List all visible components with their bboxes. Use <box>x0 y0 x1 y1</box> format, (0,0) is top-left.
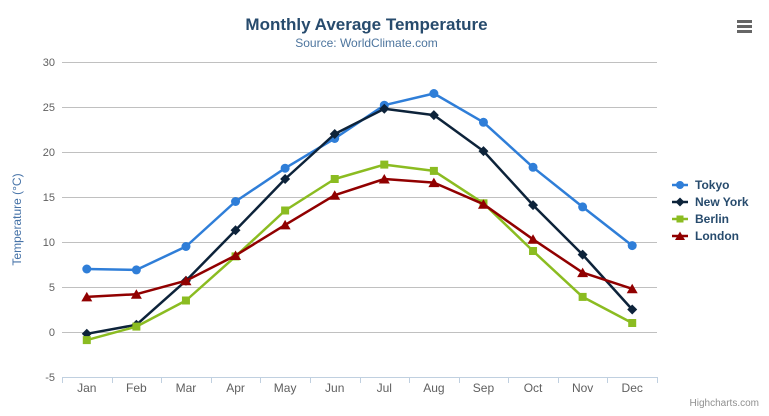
data-point-marker-tokyo[interactable] <box>131 265 141 275</box>
legend-item-berlin[interactable]: Berlin <box>671 210 749 227</box>
data-point-marker-new-york[interactable] <box>627 304 638 315</box>
data-point-marker-london[interactable] <box>477 199 489 209</box>
hamburger-icon <box>737 30 752 33</box>
data-point-marker-tokyo[interactable] <box>528 162 538 172</box>
y-axis-tick-label: 0 <box>49 327 55 339</box>
data-point-marker-berlin[interactable] <box>330 175 339 183</box>
data-point-marker-london[interactable] <box>378 174 390 184</box>
data-point-marker-london[interactable] <box>329 190 341 200</box>
data-point-marker-new-york[interactable] <box>379 103 390 114</box>
data-point-marker-london[interactable] <box>81 291 93 302</box>
data-point-marker-new-york[interactable] <box>478 146 489 157</box>
y-axis-tick-label: 15 <box>43 192 55 204</box>
data-point-marker-new-york[interactable] <box>280 174 291 184</box>
tokyo-legend-marker-icon <box>672 180 688 189</box>
x-axis-tick-label: May <box>274 381 297 395</box>
data-point-marker-new-york[interactable] <box>329 129 340 139</box>
series-line-new-york[interactable] <box>85 107 634 336</box>
chart-title: Monthly Average Temperature <box>245 15 488 34</box>
london-legend-marker-icon <box>672 231 688 240</box>
data-point-marker-tokyo[interactable] <box>478 117 488 127</box>
legend-item-tokyo[interactable]: Tokyo <box>671 176 749 193</box>
data-point-marker-london[interactable] <box>230 250 242 261</box>
data-point-marker-tokyo[interactable] <box>627 241 637 251</box>
x-axis-tick-label: Jan <box>77 381 96 395</box>
x-axis-tick-label: Dec <box>622 381 643 395</box>
legend: Tokyo New York Berlin London <box>671 176 749 244</box>
data-point-marker-london[interactable] <box>130 289 142 299</box>
london-legend-marker-shape[interactable] <box>675 231 685 240</box>
x-axis-tick-label: Feb <box>126 381 147 395</box>
x-axis-tick-label: Aug <box>423 381 444 395</box>
data-point-marker-berlin[interactable] <box>132 322 141 331</box>
data-point-marker-new-york[interactable] <box>528 200 539 211</box>
data-point-marker-tokyo[interactable] <box>578 202 588 212</box>
y-axis-tick-label: -5 <box>45 372 55 384</box>
legend-label: Tokyo <box>695 177 730 192</box>
data-point-marker-tokyo[interactable] <box>181 242 191 251</box>
data-point-marker-london[interactable] <box>428 177 440 188</box>
data-point-marker-berlin[interactable] <box>429 166 438 175</box>
berlin-legend-marker-shape[interactable] <box>676 215 684 222</box>
legend-label: New York <box>695 194 749 209</box>
data-point-marker-london[interactable] <box>180 275 192 286</box>
data-point-marker-london[interactable] <box>626 283 638 294</box>
hamburger-icon <box>737 25 752 28</box>
data-point-marker-new-york[interactable] <box>428 110 439 121</box>
hamburger-icon <box>737 20 752 23</box>
data-point-marker-berlin[interactable] <box>628 319 637 327</box>
y-axis-tick-label: 25 <box>43 102 55 114</box>
legend-item-london[interactable]: London <box>671 227 749 244</box>
series-line-tokyo[interactable] <box>85 92 634 272</box>
new-york-legend-marker-shape[interactable] <box>675 197 685 206</box>
x-axis-tick-label: Jun <box>325 381 344 395</box>
y-axis-title: Temperature (°C) <box>10 173 24 265</box>
legend-item-new-york[interactable]: New York <box>671 193 749 210</box>
x-axis-tick-label: Apr <box>226 381 245 395</box>
series-line-berlin[interactable] <box>85 163 634 342</box>
data-point-marker-london[interactable] <box>527 234 539 244</box>
data-point-marker-berlin[interactable] <box>380 160 389 169</box>
data-point-marker-new-york[interactable] <box>230 225 241 236</box>
x-axis-tick-label: Jul <box>377 381 392 395</box>
x-axis-tick-label: Oct <box>524 381 543 395</box>
credits-link[interactable]: Highcharts.com <box>689 398 759 409</box>
data-point-marker-berlin[interactable] <box>578 292 587 301</box>
data-point-marker-berlin[interactable] <box>82 336 91 345</box>
data-point-marker-london[interactable] <box>577 267 589 278</box>
series-line-london[interactable] <box>85 177 634 299</box>
data-point-marker-london[interactable] <box>279 219 291 230</box>
chart-subtitle: Source: WorldClimate.com <box>295 36 438 50</box>
data-point-marker-tokyo[interactable] <box>280 163 290 173</box>
berlin-legend-marker-icon <box>672 215 688 222</box>
tokyo-legend-marker-shape[interactable] <box>676 180 684 189</box>
data-point-marker-berlin[interactable] <box>529 247 538 255</box>
data-point-marker-berlin[interactable] <box>181 296 190 305</box>
context-menu-button[interactable] <box>735 18 754 35</box>
data-point-marker-berlin[interactable] <box>281 206 290 215</box>
data-point-marker-tokyo[interactable] <box>82 264 92 274</box>
legend-label: London <box>695 228 739 243</box>
data-point-marker-tokyo[interactable] <box>429 89 439 98</box>
x-axis-tick-label: Mar <box>176 381 197 395</box>
y-axis-tick-label: 10 <box>43 237 55 249</box>
y-axis-tick-label: 20 <box>43 147 55 159</box>
y-axis-tick-label: 30 <box>43 57 55 69</box>
new-york-legend-marker-icon <box>672 197 688 206</box>
x-axis-tick-label: Sep <box>473 381 495 395</box>
x-axis-tick-label: Nov <box>572 381 593 395</box>
data-point-marker-tokyo[interactable] <box>231 197 241 206</box>
data-point-marker-new-york[interactable] <box>577 249 588 260</box>
y-axis-tick-label: 5 <box>49 282 55 294</box>
legend-label: Berlin <box>695 211 730 226</box>
